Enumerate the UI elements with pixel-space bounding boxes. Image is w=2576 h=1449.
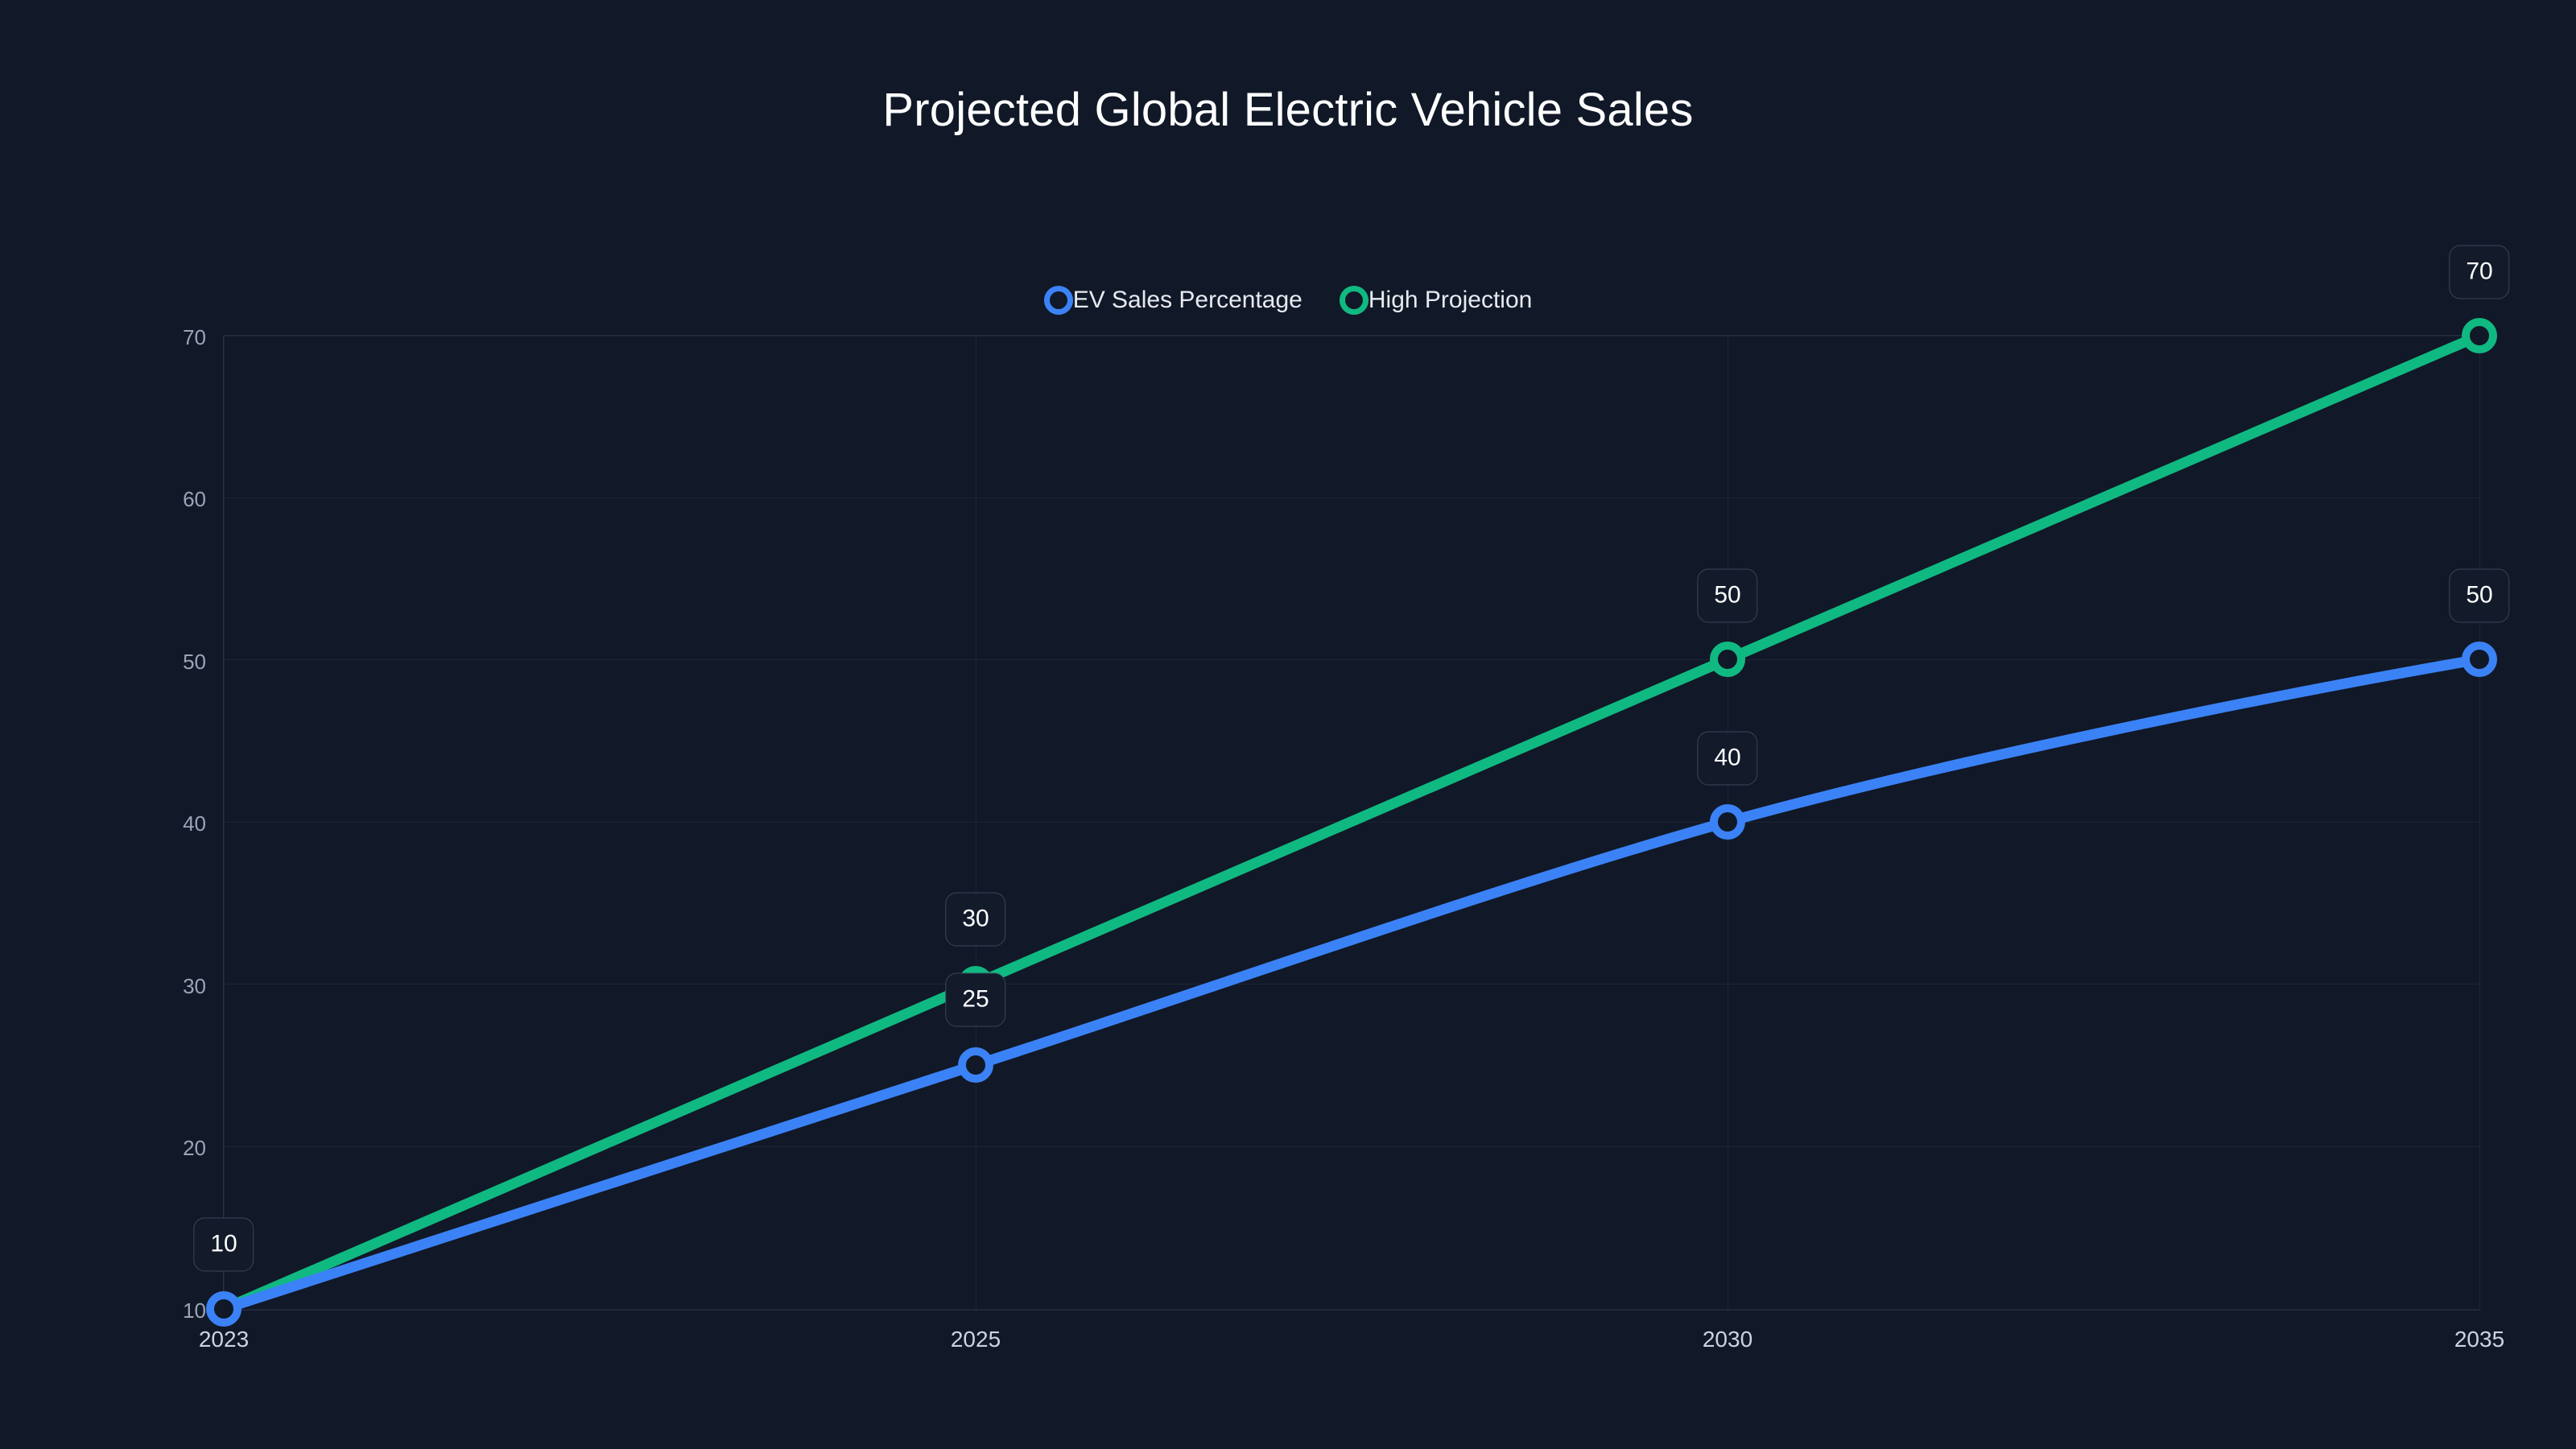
legend-item-ev-sales-percentage[interactable]: EV Sales Percentage	[1043, 286, 1302, 315]
y-tick-label: 40	[183, 811, 206, 836]
data-label-box: 40	[1697, 731, 1758, 786]
legend-item-high-projection[interactable]: High Projection	[1339, 286, 1533, 315]
gridline-horizontal	[224, 822, 2480, 823]
gridline-horizontal	[224, 1309, 2480, 1310]
legend-label-series-0: EV Sales Percentage	[1072, 287, 1302, 313]
x-tick-label: 2023	[198, 1327, 250, 1352]
data-label-box: 25	[945, 972, 1006, 1027]
gridline-horizontal	[224, 497, 2480, 498]
y-tick-label: 30	[183, 974, 206, 998]
y-tick-label: 70	[183, 325, 206, 349]
data-label-box: 30	[945, 892, 1006, 947]
y-tick-label: 60	[183, 487, 206, 511]
gridline-vertical	[224, 336, 225, 1310]
gridline-vertical	[2479, 336, 2480, 1310]
gridline-horizontal	[224, 659, 2480, 660]
data-label-box: 70	[2449, 245, 2510, 299]
gridline-horizontal	[224, 1146, 2480, 1147]
x-tick-label: 2025	[950, 1327, 1001, 1352]
x-tick-label: 2030	[1702, 1327, 1753, 1352]
legend-label-series-1: High Projection	[1368, 287, 1533, 313]
legend-ring-icon-green	[1339, 286, 1368, 315]
chart-title: Projected Global Electric Vehicle Sales	[882, 84, 1694, 136]
data-label-box: 10	[193, 1217, 254, 1272]
y-tick-label: 10	[183, 1298, 206, 1323]
chart-legend: EV Sales Percentage High Projection	[0, 286, 2576, 315]
y-tick-label: 50	[183, 650, 206, 674]
y-tick-label: 20	[183, 1136, 206, 1160]
data-label-box: 50	[1697, 568, 1758, 623]
legend-ring-icon-blue	[1043, 286, 1073, 315]
data-label-box: 50	[2449, 568, 2510, 623]
gridline-horizontal	[224, 984, 2480, 985]
x-tick-label: 2035	[2454, 1327, 2505, 1352]
